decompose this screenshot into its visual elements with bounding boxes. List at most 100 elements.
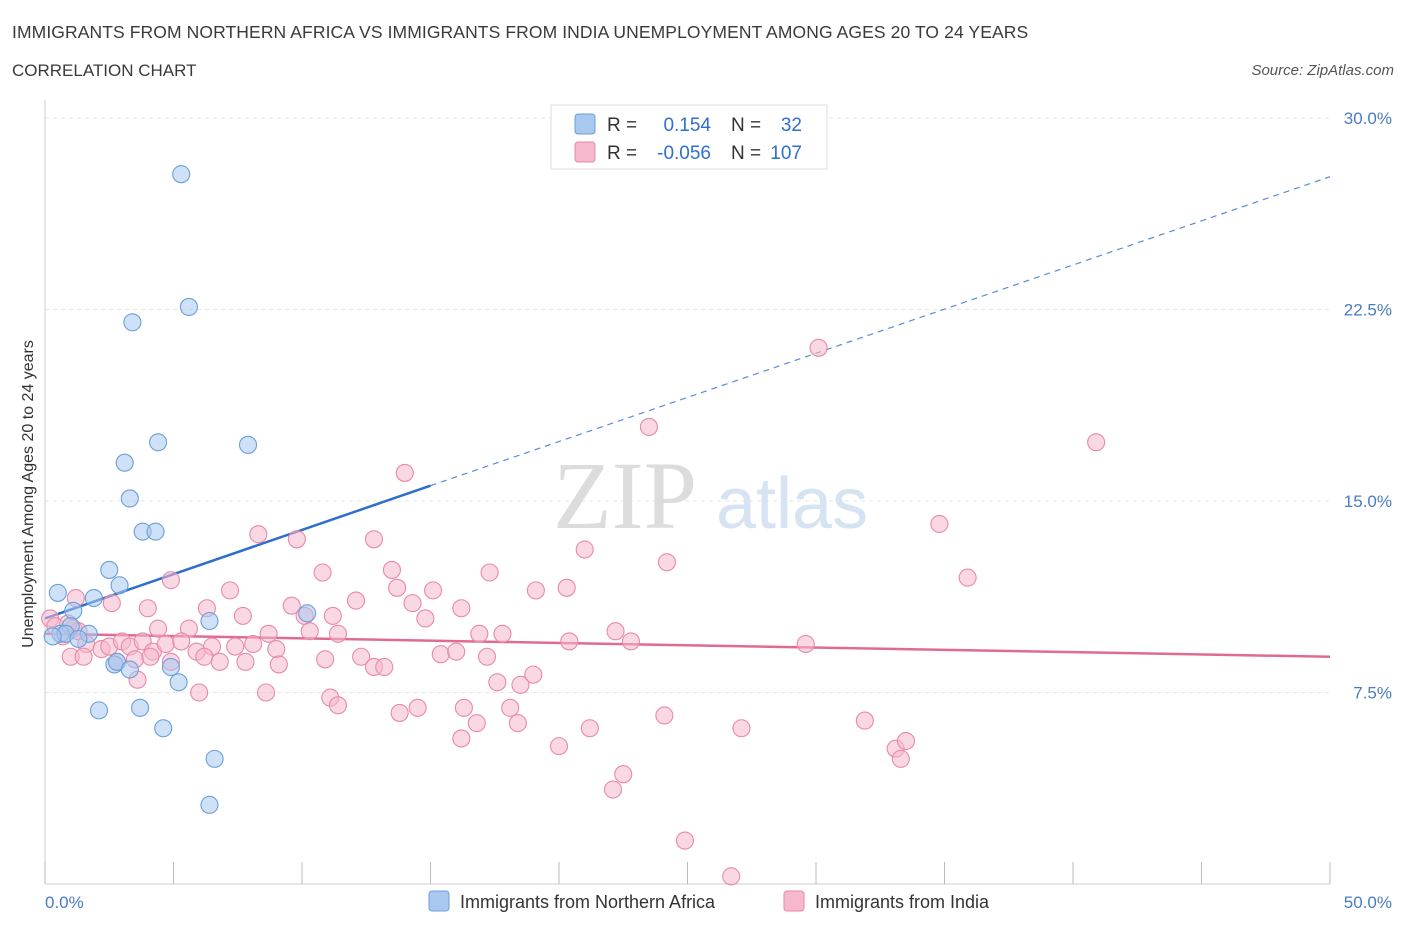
point-india <box>102 594 121 613</box>
point-india <box>526 581 545 600</box>
point-india <box>403 594 422 613</box>
bottom-legend-label-pink: Immigrants from India <box>815 892 990 912</box>
trend-line-northern-africa-extension <box>430 176 1331 487</box>
point-india <box>346 591 366 610</box>
bottom-legend: Immigrants from Northern Africa Immigran… <box>428 890 990 912</box>
point-india <box>501 698 520 717</box>
point-india <box>141 647 160 666</box>
point-india <box>891 749 910 768</box>
point-india <box>259 624 278 643</box>
point-india <box>639 417 659 437</box>
point-india <box>375 657 394 677</box>
point-india <box>580 719 599 738</box>
y-tick-label: 15.0% <box>1344 492 1392 511</box>
legend-n-label-blue: N = <box>731 115 761 136</box>
point-india <box>313 563 332 582</box>
point-northern-africa <box>172 165 191 184</box>
point-india <box>352 647 371 666</box>
point-india <box>195 647 214 666</box>
point-india <box>149 619 168 638</box>
point-northern-africa <box>298 604 317 623</box>
watermark-atlas: atlas <box>716 464 868 544</box>
point-india <box>416 609 435 628</box>
point-india <box>300 622 319 641</box>
point-northern-africa <box>100 560 119 579</box>
point-northern-africa <box>123 313 142 332</box>
point-northern-africa <box>84 588 103 608</box>
point-india <box>431 645 450 664</box>
point-india <box>452 729 471 748</box>
point-india <box>328 624 348 643</box>
point-india <box>477 647 497 666</box>
point-india <box>1087 433 1106 452</box>
point-india <box>480 563 499 582</box>
point-northern-africa <box>169 673 188 692</box>
point-india <box>236 652 255 671</box>
point-india <box>896 731 916 751</box>
point-northern-africa <box>200 795 219 814</box>
point-india <box>390 703 409 722</box>
point-northern-africa <box>179 297 198 316</box>
point-northern-africa <box>161 657 180 677</box>
point-india <box>614 765 633 784</box>
point-india <box>655 706 674 725</box>
point-india <box>328 696 348 715</box>
legend-r-label-pink: R = <box>607 143 637 164</box>
point-india <box>657 553 676 572</box>
point-india <box>809 338 828 357</box>
point-india <box>575 540 594 559</box>
chart-title: IMMIGRANTS FROM NORTHERN AFRICA VS IMMIG… <box>12 22 1029 42</box>
point-india <box>557 578 576 597</box>
top-legend: R = 0.154 N = 32 R = -0.056 N = 107 <box>550 104 828 170</box>
legend-r-value-pink: -0.056 <box>657 143 711 164</box>
point-northern-africa <box>64 601 83 620</box>
point-northern-africa <box>149 433 168 452</box>
point-india <box>732 719 751 738</box>
bottom-legend-swatch-blue <box>428 890 450 912</box>
chart-subtitle: CORRELATION CHART <box>12 61 197 80</box>
point-india <box>244 634 263 654</box>
grid-lines <box>45 117 1330 693</box>
point-northern-africa <box>131 698 150 717</box>
axes: 7.5% 15.0% 22.5% 30.0% 0.0% 50.0% <box>44 100 1392 912</box>
point-northern-africa <box>200 611 219 631</box>
point-india <box>249 525 268 544</box>
point-india <box>855 711 874 730</box>
point-india <box>447 642 466 661</box>
point-india <box>675 831 694 850</box>
source-credit: Source: ZipAtlas.com <box>1251 62 1394 79</box>
point-northern-africa <box>120 660 139 679</box>
point-india <box>796 634 815 654</box>
point-india <box>210 652 229 671</box>
point-india <box>395 463 414 482</box>
point-india <box>323 606 342 625</box>
legend-r-label-blue: R = <box>607 115 637 136</box>
point-northern-africa <box>120 489 139 508</box>
point-india <box>287 530 306 549</box>
trend-lines <box>44 176 1331 659</box>
point-india <box>454 698 473 717</box>
point-northern-africa <box>115 453 134 472</box>
point-northern-africa <box>110 576 129 595</box>
point-india <box>621 632 641 651</box>
point-india <box>452 599 471 618</box>
point-india <box>316 650 335 669</box>
point-india <box>470 624 489 643</box>
point-india <box>282 596 301 615</box>
point-india <box>424 581 443 600</box>
point-india <box>606 622 625 641</box>
point-india <box>467 714 486 733</box>
y-tick-label: 30.0% <box>1344 109 1392 128</box>
point-india <box>930 514 949 534</box>
watermark-zip: ZIP <box>553 442 697 549</box>
point-india <box>382 560 402 579</box>
point-northern-africa <box>48 583 67 602</box>
point-india <box>172 632 191 651</box>
point-india <box>267 640 286 659</box>
bottom-legend-label-blue: Immigrants from Northern Africa <box>460 892 716 912</box>
legend-n-label-pink: N = <box>731 143 761 164</box>
point-northern-africa <box>146 522 165 541</box>
legend-swatch-pink <box>574 141 596 163</box>
data-points <box>41 165 1106 886</box>
point-india <box>560 632 579 651</box>
